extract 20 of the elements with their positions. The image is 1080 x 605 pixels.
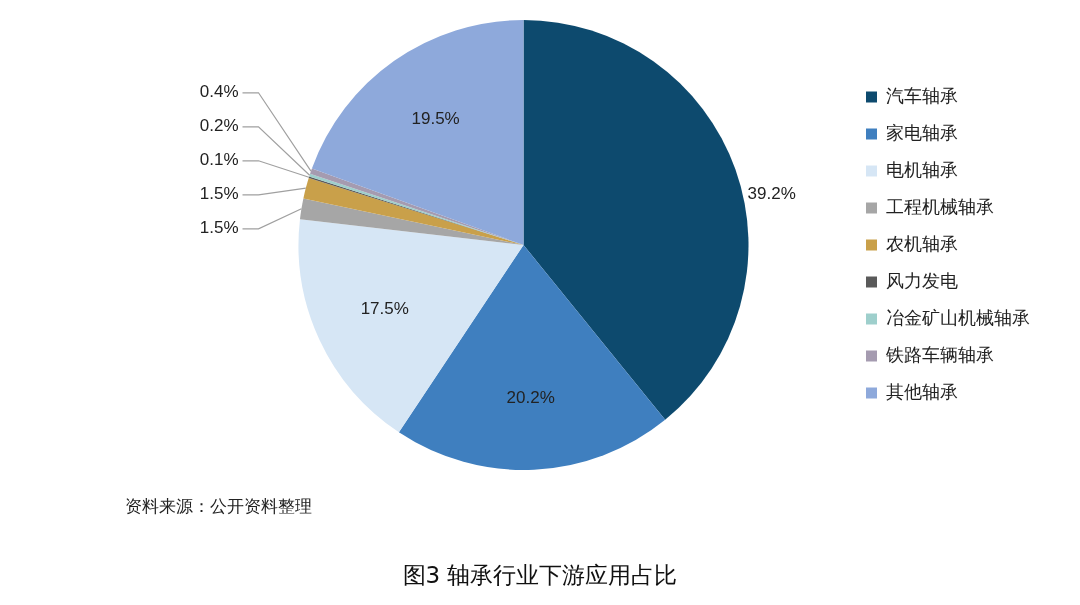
data-label: 19.5%	[411, 109, 460, 129]
legend-label: 家电轴承	[886, 121, 958, 143]
legend-label: 冶金矿山机械轴承	[886, 306, 1030, 328]
data-label: 0.1%	[199, 150, 239, 170]
text: 资料来源：公开资料整理	[125, 496, 312, 518]
data-label: 20.2%	[506, 387, 555, 407]
data-label: 39.2%	[747, 183, 796, 203]
legend-label: 工程机械轴承	[886, 195, 994, 217]
legend-label: 农机轴承	[886, 232, 958, 254]
data-label: 1.5%	[199, 218, 239, 238]
data-label: 17.5%	[360, 299, 409, 319]
data-label: 0.2%	[199, 116, 239, 136]
data-label: 0.4%	[199, 82, 239, 102]
legend-label: 其他轴承	[886, 380, 958, 402]
legend-label: 汽车轴承	[886, 84, 958, 106]
legend-label: 电机轴承	[886, 158, 958, 180]
legend-label: 铁路车辆轴承	[885, 343, 994, 365]
text: 图3 轴承行业下游应用占比	[401, 561, 679, 590]
data-label: 1.5%	[199, 184, 239, 204]
legend-label: 风力发电	[886, 269, 958, 291]
